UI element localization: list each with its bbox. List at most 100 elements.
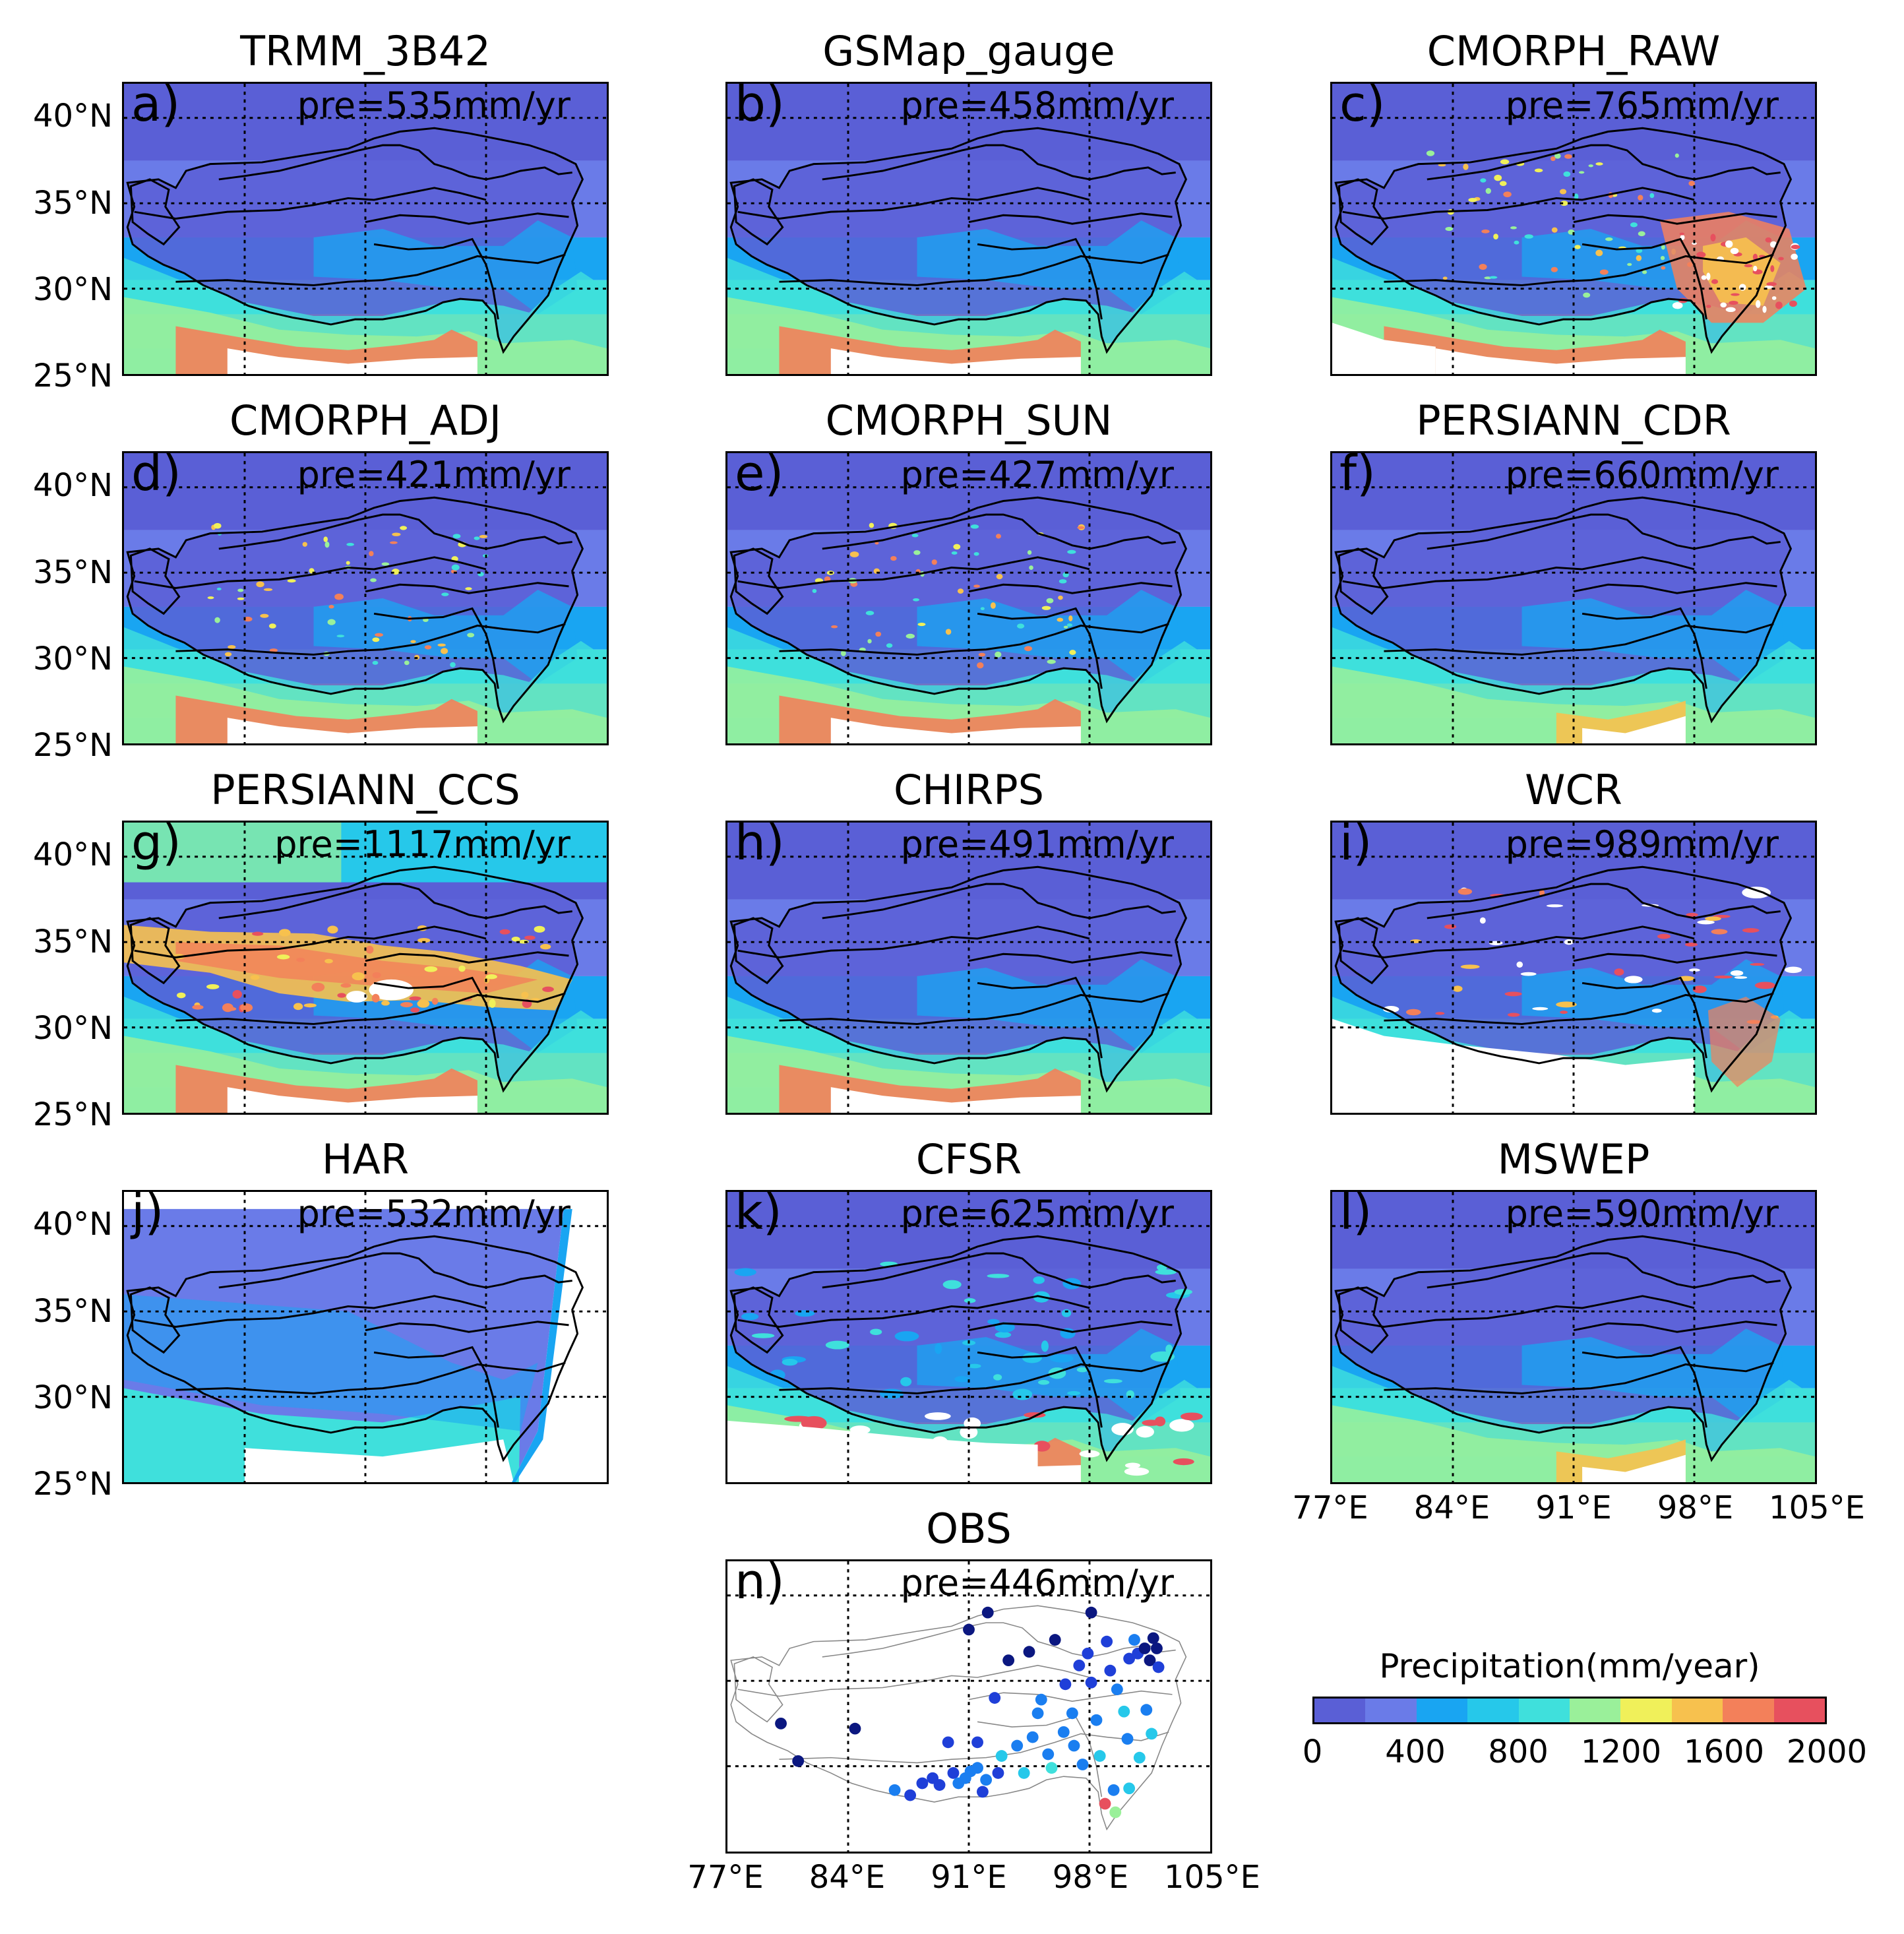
map-panel: PERSIANN_CCS g) pre=1117mm/yr 40°N 35°N 30°N 2… — [33, 766, 609, 1132]
precip-patch — [1770, 265, 1775, 272]
graticule — [124, 1192, 607, 1482]
map-frame — [725, 1559, 1212, 1854]
basin-boundary — [365, 951, 569, 964]
latitude-label: 25°N — [33, 1096, 113, 1133]
basin-boundary — [1337, 178, 1389, 246]
latitude-label: 25°N — [33, 1466, 113, 1503]
basin-boundary — [1337, 917, 1389, 985]
latitude-label: 40°N — [33, 1206, 113, 1243]
precip-patch — [392, 532, 401, 536]
panel-letter: g) — [131, 815, 181, 871]
basin-boundary — [730, 1605, 1187, 1831]
station-marker — [1104, 1664, 1117, 1677]
precip-patch — [228, 644, 236, 649]
basin-boundary — [1334, 127, 1793, 354]
basin-outlines — [729, 865, 1188, 1093]
precip-patch — [1775, 301, 1783, 309]
mean-precip-label: pre=446mm/yr — [900, 1562, 1174, 1604]
mean-precip-label: pre=458mm/yr — [900, 84, 1174, 126]
precip-patch — [1382, 1006, 1399, 1013]
map-frame — [1330, 451, 1817, 745]
precip-patch — [1660, 255, 1665, 261]
precip-patch — [1713, 975, 1733, 979]
longitude-label: 84°E — [809, 1859, 886, 1896]
precip-patch — [812, 588, 817, 594]
precip-area — [227, 718, 477, 743]
latitude-label: 40°N — [33, 98, 113, 135]
precip-patch — [1657, 933, 1671, 939]
precip-patch — [1766, 282, 1777, 286]
precip-patch — [1583, 292, 1591, 298]
precip-patch — [1047, 659, 1056, 664]
station-marker — [989, 1692, 1001, 1704]
precip-area — [227, 1087, 477, 1113]
precip-patch — [801, 1416, 827, 1431]
mean-precip-label: pre=765mm/yr — [1505, 84, 1779, 126]
panel-title: MSWEP — [1497, 1135, 1650, 1183]
precip-patch — [1742, 927, 1760, 933]
precip-patch — [1068, 615, 1073, 621]
basin-boundary — [1573, 212, 1777, 225]
map-canvas — [727, 1561, 1210, 1852]
basin-boundary — [779, 253, 1169, 286]
precip-patch — [1444, 924, 1457, 929]
precip-patch — [865, 611, 875, 615]
panel-title: PERSIANN_CCS — [210, 766, 520, 814]
station-marker — [1099, 1797, 1111, 1810]
precip-patch — [1077, 526, 1085, 530]
precip-patch — [935, 1343, 942, 1354]
precip-patch — [1499, 181, 1507, 187]
precip-patch — [334, 593, 344, 600]
precip-patch — [1729, 300, 1738, 305]
precip-patch — [1636, 248, 1643, 253]
station-marker — [976, 1786, 989, 1798]
precip-patch — [1029, 565, 1033, 570]
basin-boundary — [218, 883, 572, 920]
precip-patch — [869, 522, 875, 528]
precip-patch — [303, 1003, 317, 1008]
station-marker — [1146, 1728, 1158, 1740]
latitude-label: 40°N — [33, 467, 113, 505]
longitude-label: 77°E — [1292, 1489, 1368, 1526]
precip-patch — [1692, 242, 1697, 245]
basin-boundary — [1342, 1295, 1695, 1328]
precip-patch — [1564, 154, 1572, 159]
graticule — [727, 1192, 1210, 1482]
basin-boundary — [1384, 1361, 1774, 1394]
precip-patch — [371, 993, 380, 1003]
station-marker — [1152, 1661, 1165, 1673]
precip-patch — [977, 662, 984, 669]
basin-boundary — [365, 212, 569, 225]
colorbar — [1312, 1697, 1827, 1724]
basin-boundary — [737, 1665, 1090, 1697]
precip-patch — [365, 945, 374, 954]
panel-letter: e) — [735, 445, 784, 502]
precip-patch — [973, 551, 979, 556]
precip-patch — [1067, 1390, 1081, 1396]
basin-boundary — [129, 917, 181, 985]
precip-patch — [1033, 1276, 1045, 1284]
precip-patch — [404, 660, 410, 666]
precip-patch — [1574, 245, 1581, 249]
precip-field — [727, 823, 1210, 1113]
precip-patch — [431, 997, 439, 1005]
latitude-label: 35°N — [33, 1292, 113, 1330]
mean-precip-label: pre=535mm/yr — [297, 84, 570, 126]
precip-patch — [1485, 188, 1491, 194]
precip-patch — [1458, 888, 1473, 895]
longitude-label: 91°E — [931, 1859, 1007, 1896]
map-frame — [1330, 1190, 1817, 1484]
precip-patch — [875, 631, 882, 637]
panel-title: PERSIANN_CDR — [1416, 396, 1731, 445]
map-panel: MSWEP l) pre=590mm/yr 77°E 84°E 91°E 98°E 105°E — [1292, 1136, 1865, 1526]
precip-patch — [409, 996, 421, 1001]
colorbar-tick-label: 2000 — [1786, 1733, 1868, 1770]
precip-patch — [479, 535, 488, 538]
precip-patch — [1503, 191, 1512, 198]
basin-boundary — [822, 1252, 1176, 1289]
precip-patch — [467, 633, 475, 638]
precip-patch — [370, 578, 377, 582]
precip-patch — [1554, 153, 1561, 159]
latitude-label: 25°N — [33, 727, 113, 764]
precip-patch — [987, 1274, 1010, 1278]
